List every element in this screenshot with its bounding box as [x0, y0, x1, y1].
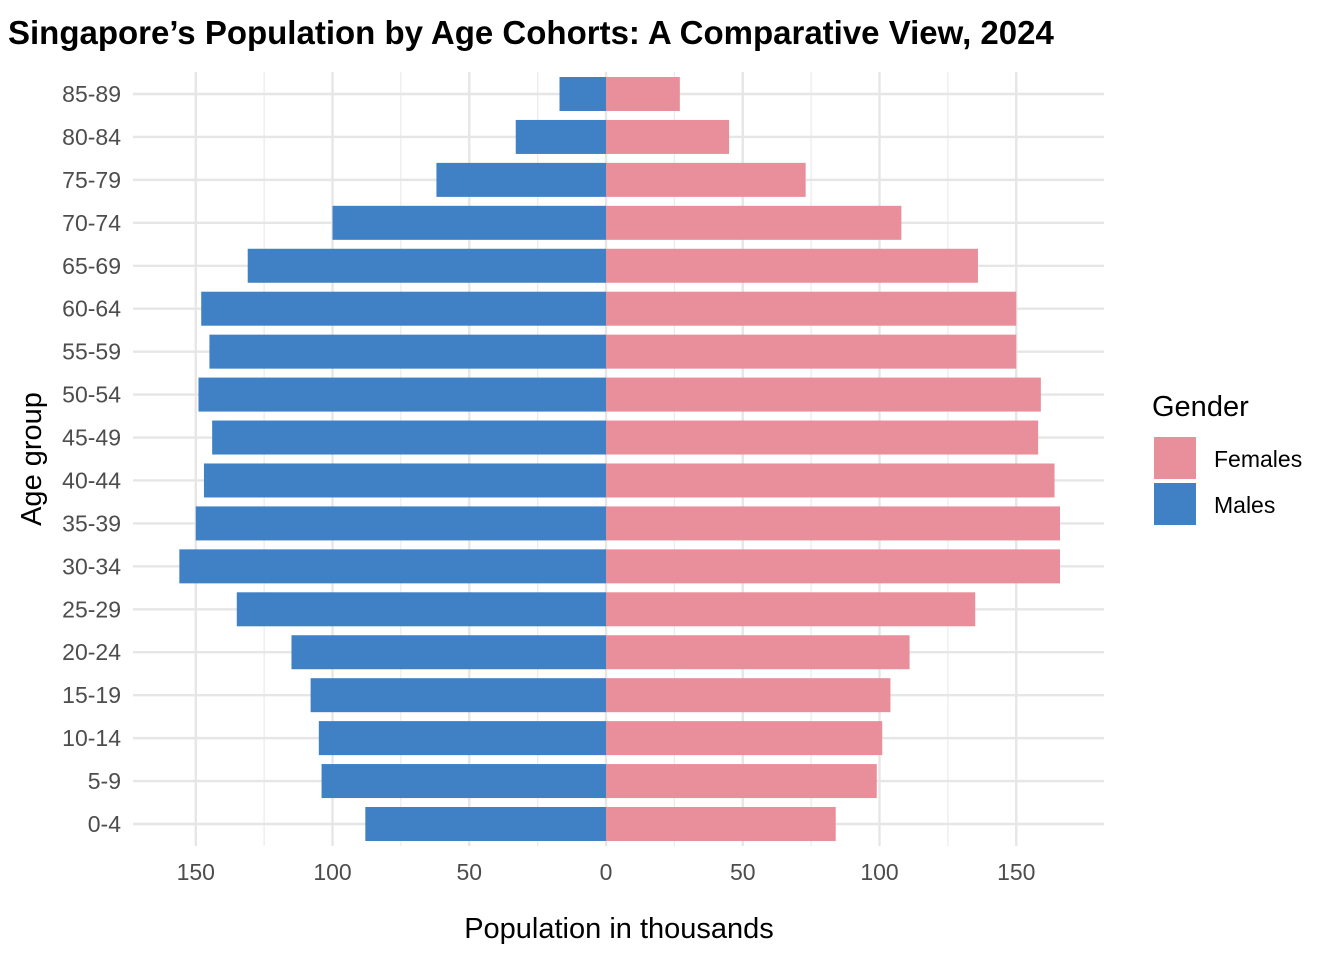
bar-males-75-79 [436, 162, 606, 197]
x-tick-label: 100 [313, 859, 351, 885]
y-tick-label: 50-54 [62, 382, 121, 408]
bar-males-70-74 [332, 205, 606, 240]
x-tick-label: 0 [600, 859, 613, 885]
chart-title: Singapore’s Population by Age Cohorts: A… [8, 14, 1054, 51]
legend-label-males: Males [1214, 492, 1275, 518]
y-tick-label: 65-69 [62, 253, 121, 279]
bar-females-65-69 [606, 248, 978, 283]
bar-females-30-34 [606, 549, 1061, 584]
legend-items: Females Males [1154, 437, 1302, 525]
y-tick-label: 45-49 [62, 425, 121, 451]
x-tick-label: 100 [860, 859, 898, 885]
y-tick-label: 25-29 [62, 596, 121, 622]
bar-females-35-39 [606, 506, 1061, 541]
legend-key-males [1154, 483, 1196, 525]
bar-females-20-24 [606, 635, 910, 670]
bar-females-15-19 [606, 678, 891, 713]
bar-males-25-29 [236, 592, 606, 627]
y-tick-label: 55-59 [62, 339, 121, 365]
legend-title: Gender [1152, 391, 1249, 423]
bar-males-85-89 [559, 77, 606, 111]
bar-males-60-64 [201, 291, 606, 326]
x-tick-label: 150 [177, 859, 215, 885]
y-tick-label: 10-14 [62, 725, 121, 751]
bar-females-45-49 [606, 420, 1039, 455]
x-tick-label: 50 [456, 859, 482, 885]
y-tick-label: 5-9 [88, 768, 121, 794]
y-tick-label: 60-64 [62, 296, 121, 322]
legend-key-females [1154, 437, 1196, 479]
bar-males-0-4 [365, 807, 606, 841]
bar-females-80-84 [606, 119, 730, 154]
y-tick-label: 15-19 [62, 682, 121, 708]
bar-males-55-59 [209, 334, 607, 369]
bar-females-55-59 [606, 334, 1017, 369]
y-tick-label: 0-4 [88, 811, 121, 837]
bar-females-0-4 [606, 807, 836, 841]
y-tick-label: 35-39 [62, 510, 121, 536]
bar-females-10-14 [606, 721, 883, 756]
bar-females-50-54 [606, 377, 1041, 412]
bar-females-75-79 [606, 162, 806, 197]
x-axis-tick-labels: 150 100 50 0 50 100 150 [177, 859, 1036, 885]
bar-males-50-54 [198, 377, 607, 412]
x-tick-label: 50 [730, 859, 756, 885]
legend: Gender Females Males [1152, 391, 1302, 525]
bar-females-70-74 [606, 205, 902, 240]
y-tick-label: 20-24 [62, 639, 121, 665]
x-tick-label: 150 [997, 859, 1035, 885]
y-tick-label: 75-79 [62, 167, 121, 193]
bar-males-40-44 [203, 463, 606, 498]
bar-females-25-29 [606, 592, 976, 627]
bar-males-30-34 [179, 549, 606, 584]
bar-females-40-44 [606, 463, 1055, 498]
bar-males-20-24 [291, 635, 606, 670]
bar-males-5-9 [321, 764, 606, 799]
x-axis-title: Population in thousands [464, 913, 774, 945]
bar-males-65-69 [247, 248, 606, 283]
legend-label-females: Females [1214, 446, 1302, 472]
bar-females-60-64 [606, 291, 1017, 326]
bar-males-15-19 [310, 678, 606, 713]
y-axis-tick-labels: 0-4 5-9 10-14 15-19 20-24 25-29 30-34 35-39 40-4… [62, 81, 121, 837]
bar-males-35-39 [195, 506, 606, 541]
y-tick-label: 40-44 [62, 467, 121, 493]
plot-area [133, 72, 1104, 846]
bar-males-80-84 [515, 119, 606, 154]
y-tick-label: 80-84 [62, 124, 121, 150]
bars [179, 77, 1061, 841]
bar-males-45-49 [212, 420, 606, 455]
y-tick-label: 85-89 [62, 81, 121, 107]
y-tick-label: 70-74 [62, 210, 121, 236]
bar-males-10-14 [318, 721, 606, 756]
y-tick-label: 30-34 [62, 553, 121, 579]
bar-females-85-89 [606, 77, 680, 111]
bar-females-5-9 [606, 764, 877, 799]
y-axis-title: Age group [16, 392, 48, 526]
